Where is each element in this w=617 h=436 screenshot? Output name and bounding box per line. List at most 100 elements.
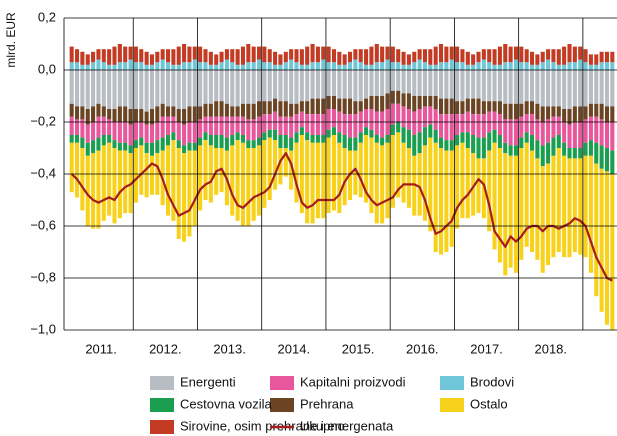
bar-segment: [80, 119, 85, 138]
bar-segment: [390, 70, 395, 91]
x-tick-label: 2014.: [278, 341, 311, 356]
bar-segment: [476, 137, 481, 159]
bar-segment: [289, 137, 294, 151]
bar-segment: [546, 59, 551, 70]
bar-segment: [112, 122, 117, 141]
bar-segment: [540, 62, 545, 70]
bar-segment: [144, 142, 149, 154]
bar-segment: [428, 70, 433, 96]
bar-segment: [353, 70, 358, 102]
bar-segment: [551, 155, 556, 258]
bar-segment: [91, 106, 96, 122]
bar-segment: [610, 70, 615, 107]
bar-segment: [535, 158, 540, 260]
bar-segment: [107, 119, 112, 135]
bar-segment: [176, 109, 181, 122]
bar-segment: [572, 158, 577, 252]
bar-segment: [396, 90, 401, 104]
bar-segment: [187, 46, 192, 63]
bar-segment: [128, 124, 133, 146]
bar-segment: [535, 119, 540, 141]
bar-segment: [551, 70, 556, 107]
bar-segment: [187, 122, 192, 143]
bar-segment: [492, 111, 497, 130]
bar-segment: [69, 135, 74, 143]
bar-segment: [588, 155, 593, 273]
bar-segment: [256, 70, 262, 102]
bar-segment: [578, 158, 583, 255]
bar-segment: [455, 70, 460, 102]
bar-segment: [444, 70, 449, 99]
bar-segment: [390, 90, 395, 104]
bar-segment: [567, 70, 572, 109]
bar-segment: [240, 142, 246, 226]
bar-segment: [594, 142, 599, 164]
bar-segment: [74, 49, 80, 63]
bar-segment: [455, 62, 460, 70]
bar-segment: [540, 51, 545, 63]
bar-segment: [171, 116, 176, 133]
bar-segment: [497, 114, 502, 135]
bar-segment: [182, 124, 187, 146]
bar-segment: [144, 70, 149, 112]
bar-segment: [551, 62, 556, 70]
bar-segment: [155, 51, 160, 63]
bar-segment: [91, 51, 96, 63]
bar-segment: [101, 70, 106, 107]
bar-segment: [599, 62, 604, 70]
bar-segment: [208, 51, 213, 65]
bar-segment: [165, 135, 171, 146]
bar-segment: [165, 70, 171, 107]
bar-segment: [390, 135, 395, 208]
bar-segment: [572, 70, 577, 107]
bar-segment: [519, 148, 524, 260]
bar-segment: [353, 101, 358, 115]
bar-segment: [503, 153, 508, 276]
bar-segment: [208, 116, 213, 135]
bar-segment: [428, 96, 433, 107]
bar-segment: [594, 64, 599, 70]
bar-segment: [583, 70, 588, 107]
bar-segment: [74, 106, 80, 120]
bar-segment: [198, 62, 203, 70]
bar-segment: [85, 70, 90, 109]
bar-segment: [182, 70, 187, 109]
bar-segment: [326, 62, 331, 70]
bar-segment: [374, 111, 379, 135]
bar-segment: [529, 150, 535, 252]
bar-segment: [230, 145, 235, 216]
bar-segment: [117, 70, 122, 107]
bar-segment: [133, 46, 138, 63]
bar-segment: [567, 148, 572, 159]
bar-segment: [310, 62, 315, 70]
bar-segment: [133, 148, 138, 203]
bar-segment: [69, 70, 74, 104]
bar-segment: [74, 142, 80, 198]
bar-segment: [380, 111, 385, 138]
bar-segment: [74, 135, 80, 143]
bar-segment: [235, 140, 240, 221]
bar-segment: [503, 103, 508, 120]
bar-segment: [492, 64, 497, 70]
bar-segment: [364, 49, 369, 65]
bar-segment: [283, 148, 288, 177]
bar-segment: [444, 114, 449, 141]
bar-segment: [283, 116, 288, 135]
bar-segment: [578, 70, 583, 107]
bar-segment: [139, 109, 144, 122]
bar-segment: [192, 142, 197, 151]
y-tick-label: −0,6: [30, 217, 56, 232]
bar-segment: [578, 148, 583, 159]
bar-segment: [315, 62, 320, 70]
bar-segment: [165, 62, 171, 70]
bars: [69, 44, 615, 330]
bar-segment: [337, 142, 342, 213]
bar-segment: [289, 70, 294, 104]
bar-segment: [347, 114, 353, 138]
bar-segment: [487, 70, 492, 102]
bar-segment: [380, 62, 385, 70]
bar-segment: [149, 64, 155, 70]
bar-segment: [540, 122, 545, 146]
y-tick-label: −0,8: [30, 269, 56, 284]
bar-segment: [214, 116, 219, 135]
